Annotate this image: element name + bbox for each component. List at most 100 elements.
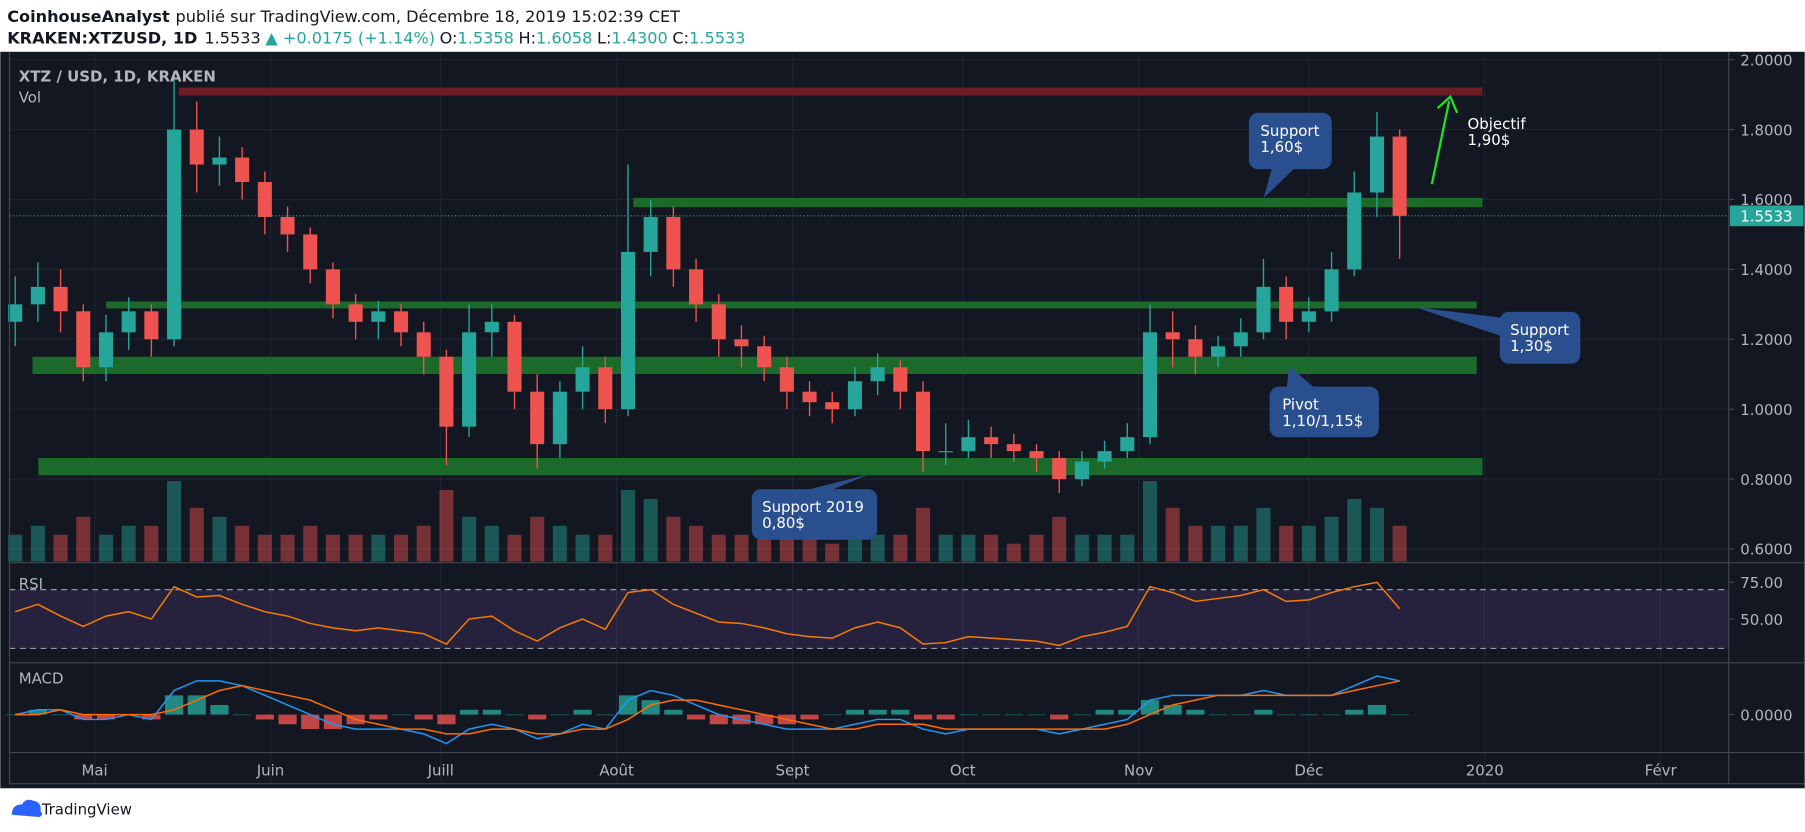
macd-histogram-bar [301, 714, 320, 730]
candle-body [371, 311, 386, 322]
macd-line [15, 680, 1400, 735]
candle-body [439, 356, 454, 427]
volume-bar [212, 516, 227, 562]
callout-text: Pivot [1282, 396, 1319, 414]
macd-histogram-bar [573, 709, 592, 715]
macd-line [15, 675, 1400, 745]
macd-histogram-bar [96, 714, 116, 720]
author: CoinhouseAnalyst [7, 7, 170, 26]
candle-body [1120, 437, 1135, 452]
macd-histogram-bar [482, 709, 501, 715]
volume-bar [961, 534, 976, 562]
macd-histogram-bar [664, 709, 683, 715]
support-zone [106, 301, 1477, 309]
candle-body [779, 367, 794, 392]
candle-body [121, 311, 136, 333]
target-text: Objectif [1468, 115, 1527, 133]
candle-body [393, 311, 409, 333]
volume-bar [144, 525, 159, 562]
y-tick-label: 1.4000 [1740, 261, 1792, 279]
x-tick-label: Mai [82, 762, 108, 780]
plot-layer [6, 77, 1729, 745]
macd-histogram-bar [51, 714, 70, 716]
target-arrowhead [1436, 94, 1459, 114]
volume-bar [598, 534, 613, 562]
macd-histogram-bar [1118, 709, 1137, 715]
candle-body [1279, 286, 1294, 322]
volume-bar [507, 534, 522, 562]
macd-histogram-bar [641, 700, 660, 715]
volume-bar [870, 534, 885, 562]
candle-body [984, 437, 999, 445]
volume-bar [462, 516, 477, 562]
y-tick-label: 75.00 [1740, 574, 1783, 592]
volume-bar [575, 534, 590, 562]
macd-histogram-bar [823, 714, 842, 716]
rsi-band [9, 589, 1729, 649]
volume-bar [325, 534, 340, 562]
macd-histogram-bar [596, 714, 615, 716]
volume-bar [280, 534, 295, 562]
callout-box [1269, 386, 1379, 438]
macd-histogram-bar [1299, 714, 1318, 716]
macd-histogram-bar [755, 714, 774, 725]
y-tick-label: 50.00 [1740, 611, 1783, 629]
macd-histogram-bar [1367, 704, 1387, 715]
volume-bar [1369, 507, 1384, 562]
macd-histogram-bar [686, 714, 706, 720]
macd-histogram-bar [550, 714, 569, 716]
volume-bar [1256, 507, 1271, 562]
y-tick-label: 0.8000 [1740, 471, 1792, 489]
volume-bar [484, 525, 499, 562]
candle-body [711, 304, 726, 340]
chart-background [0, 51, 1805, 789]
high-label: H: [518, 29, 536, 48]
y-tick-label: 1.6000 [1740, 191, 1792, 209]
candle-body [280, 216, 295, 235]
macd-histogram-bar [913, 714, 933, 720]
candle-body [98, 332, 114, 368]
x-tick-label: 2020 [1466, 762, 1504, 780]
open-value: 1.5358 [458, 29, 514, 48]
volume-bar [1279, 525, 1294, 562]
macd-histogram-bar [255, 714, 274, 720]
macd-histogram-bar [845, 709, 865, 715]
macd-histogram-bar [74, 714, 93, 720]
macd-histogram-bar [891, 709, 910, 715]
symbol: KRAKEN:XTZUSD, 1D [7, 29, 197, 48]
macd-histogram-bar [369, 714, 388, 720]
volume-bar [1392, 525, 1407, 562]
volume-bar [303, 525, 318, 562]
macd-histogram-bar [210, 704, 229, 715]
volume-bar [167, 481, 182, 562]
macd-histogram-bar [1186, 709, 1205, 715]
candle-body [1188, 339, 1203, 357]
callout-text: 1,60$ [1260, 138, 1303, 156]
candle-body [1006, 444, 1021, 452]
candle-body [870, 367, 885, 382]
footer-logo [11, 799, 43, 818]
candle-body [1256, 286, 1271, 333]
candle-body [416, 332, 431, 357]
callout-box [1499, 311, 1581, 364]
macd-histogram-bar [1209, 714, 1228, 716]
open-label: O: [440, 29, 458, 48]
y-tick-label: 1.8000 [1740, 121, 1792, 139]
callout-text: Support [1510, 321, 1569, 339]
volume-bar [439, 489, 454, 562]
volume-bar [1233, 525, 1248, 562]
macd-histogram-bar [1163, 704, 1182, 715]
candle-body [462, 332, 477, 427]
volume-bar [1029, 534, 1044, 562]
candle-body [1165, 332, 1180, 340]
macd-histogram-bar [868, 709, 887, 715]
last-price: 1.5533 [204, 29, 260, 48]
volume-bar [1324, 516, 1339, 562]
macd-histogram-bar [6, 714, 25, 716]
macd-histogram-bar [278, 714, 297, 725]
candle-body [30, 286, 45, 305]
candle-body [802, 391, 817, 403]
axes-layer: Mai Juin Juill Août Sept Oct Nov Déc 2020 Févr 0.6… [8, 51, 1805, 785]
